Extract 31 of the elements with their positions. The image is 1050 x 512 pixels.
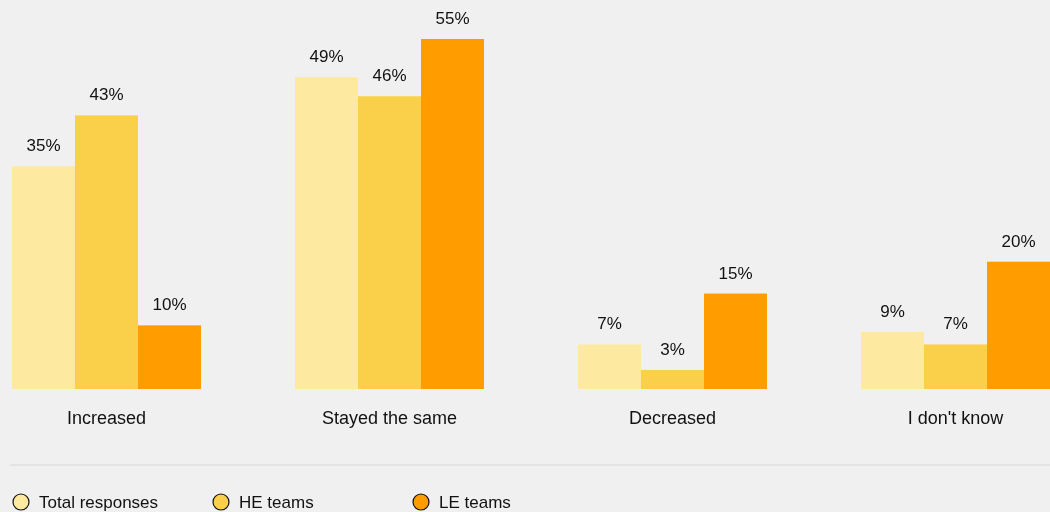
data-label: 46% [372, 66, 407, 86]
bar [358, 96, 421, 389]
legend-label: LE teams [439, 493, 511, 512]
data-label: 55% [435, 9, 470, 28]
data-label: 15% [718, 263, 753, 283]
data-label: 7% [597, 314, 622, 334]
data-label: 9% [880, 301, 905, 321]
bar [987, 261, 1050, 389]
data-label: 10% [152, 295, 187, 315]
bar [75, 115, 138, 389]
bar [704, 293, 767, 389]
data-label: 35% [26, 136, 61, 156]
x-tick-label: Increased [66, 408, 147, 428]
bar [861, 331, 924, 389]
bar [421, 39, 484, 389]
data-label: 20% [1001, 231, 1036, 251]
x-tick-label: Stayed the same [321, 408, 458, 428]
legend-label: HE teams [239, 493, 314, 512]
x-tick-label: I don't know [907, 408, 1005, 428]
bar [138, 325, 201, 389]
x-tick-label: Decreased [628, 408, 717, 428]
data-label: 43% [89, 85, 124, 105]
bar [924, 344, 987, 389]
legend-label: Total responses [39, 493, 159, 512]
data-label: 7% [943, 314, 968, 334]
bar [578, 344, 641, 389]
data-label: 3% [660, 339, 685, 359]
bar [295, 77, 358, 389]
bar [641, 369, 704, 389]
data-label: 49% [309, 47, 344, 67]
bar [12, 166, 75, 389]
